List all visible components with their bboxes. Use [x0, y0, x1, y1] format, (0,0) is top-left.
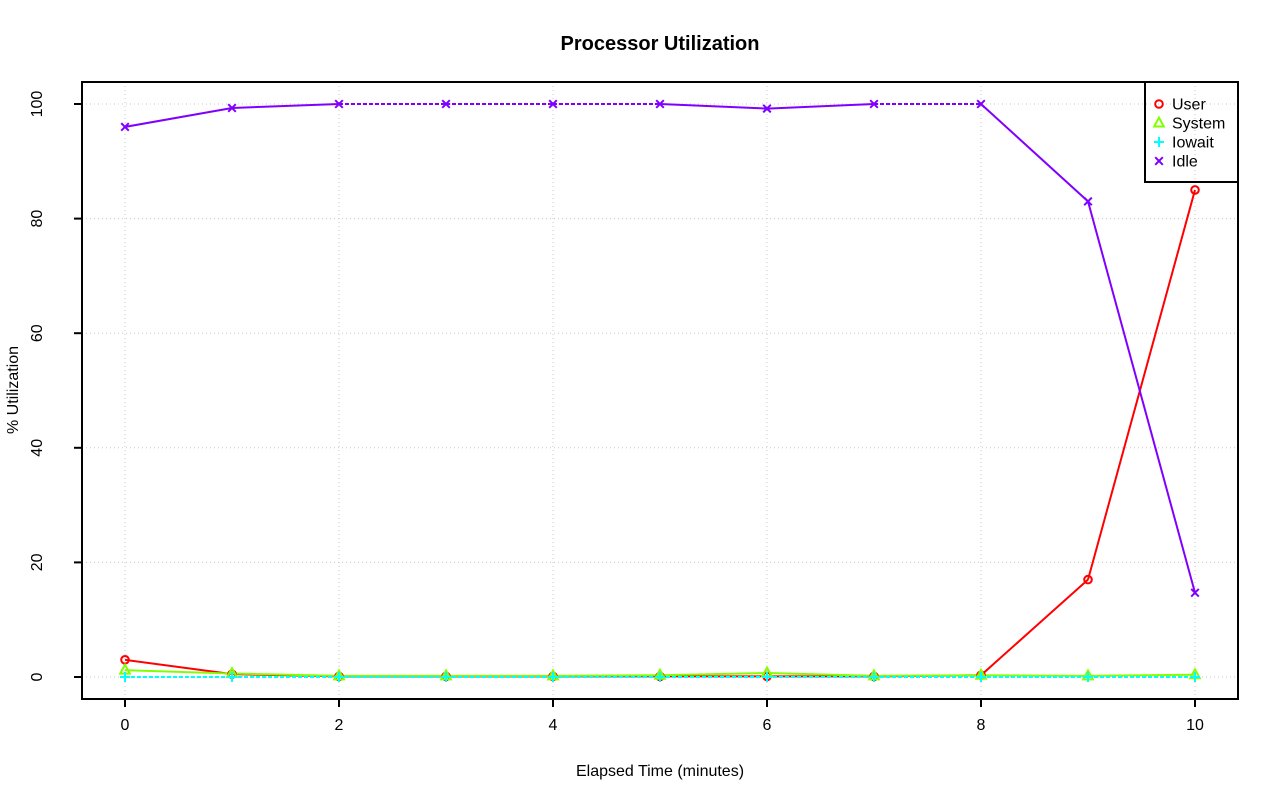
chart-title: Processor Utilization	[561, 33, 760, 55]
series-line-segment-system	[873, 674, 982, 677]
x-marker-idle	[655, 99, 665, 109]
y-tick-label: 40	[29, 439, 46, 457]
series-line-segment-system	[231, 672, 340, 677]
x-marker-idle	[869, 99, 879, 109]
legend-label: User	[1172, 97, 1206, 114]
plot-border-box	[81, 81, 1239, 700]
series-line-segment-idle	[766, 103, 875, 110]
x-tick-label: 10	[1186, 717, 1204, 734]
legend-box	[1144, 81, 1239, 183]
legend-label: System	[1172, 116, 1225, 133]
legend-label: Idle	[1172, 154, 1198, 171]
gridlines	[82, 82, 1238, 699]
series-line-segment-system	[124, 669, 233, 675]
y-tick-label: 100	[29, 91, 46, 118]
x-tick-label: 8	[977, 717, 986, 734]
series-line-segment-idle	[231, 103, 340, 110]
x-tick-label: 2	[335, 717, 344, 734]
x-tick-label: 0	[121, 717, 130, 734]
x-marker-idle	[227, 103, 237, 113]
y-tick-label: 20	[29, 553, 46, 571]
series-line-segment-system	[552, 674, 661, 677]
y-tick-label: 0	[29, 672, 46, 681]
x-marker-idle	[762, 104, 772, 114]
series-lines	[124, 103, 1196, 678]
series-line-segment-system	[980, 674, 1089, 677]
legend-triangle-icon	[1152, 115, 1166, 128]
series-line-segment-user	[980, 578, 1089, 677]
x-marker-idle	[1083, 196, 1093, 206]
y-tick-label: 60	[29, 324, 46, 342]
x-marker-idle	[441, 99, 451, 109]
legend-label: Iowait	[1172, 135, 1214, 152]
series-line-segment-system	[766, 671, 875, 677]
y-tick-label: 80	[29, 210, 46, 228]
series-line-segment-idle	[124, 107, 233, 128]
x-marker-idle	[976, 99, 986, 109]
x-marker-idle	[334, 99, 344, 109]
series-line-segment-system	[1087, 673, 1196, 677]
data-point-markers	[118, 99, 1202, 682]
series-line-segment-system	[659, 671, 768, 677]
x-marker-idle	[120, 122, 130, 132]
x-marker-idle	[1190, 588, 1200, 598]
x-marker-idle	[548, 99, 558, 109]
circle-marker-user	[1083, 574, 1093, 585]
x-tick-label: 6	[763, 717, 772, 734]
legend-x-icon	[1154, 156, 1164, 166]
series-line-segment-idle	[1087, 201, 1196, 594]
series-line-segment-user	[1087, 189, 1196, 580]
circle-marker-user	[1190, 185, 1200, 195]
x-tick-label: 4	[549, 717, 558, 734]
series-line-segment-idle	[980, 103, 1089, 203]
legend-circle-icon	[1154, 99, 1164, 109]
legend: User System Iowait Idle	[1144, 81, 1239, 183]
series-line-segment-idle	[659, 103, 768, 110]
x-axis-label: Elapsed Time (minutes)	[576, 763, 744, 780]
series-line-segment-user	[124, 658, 233, 676]
y-axis-label: % Utilization	[5, 346, 22, 434]
